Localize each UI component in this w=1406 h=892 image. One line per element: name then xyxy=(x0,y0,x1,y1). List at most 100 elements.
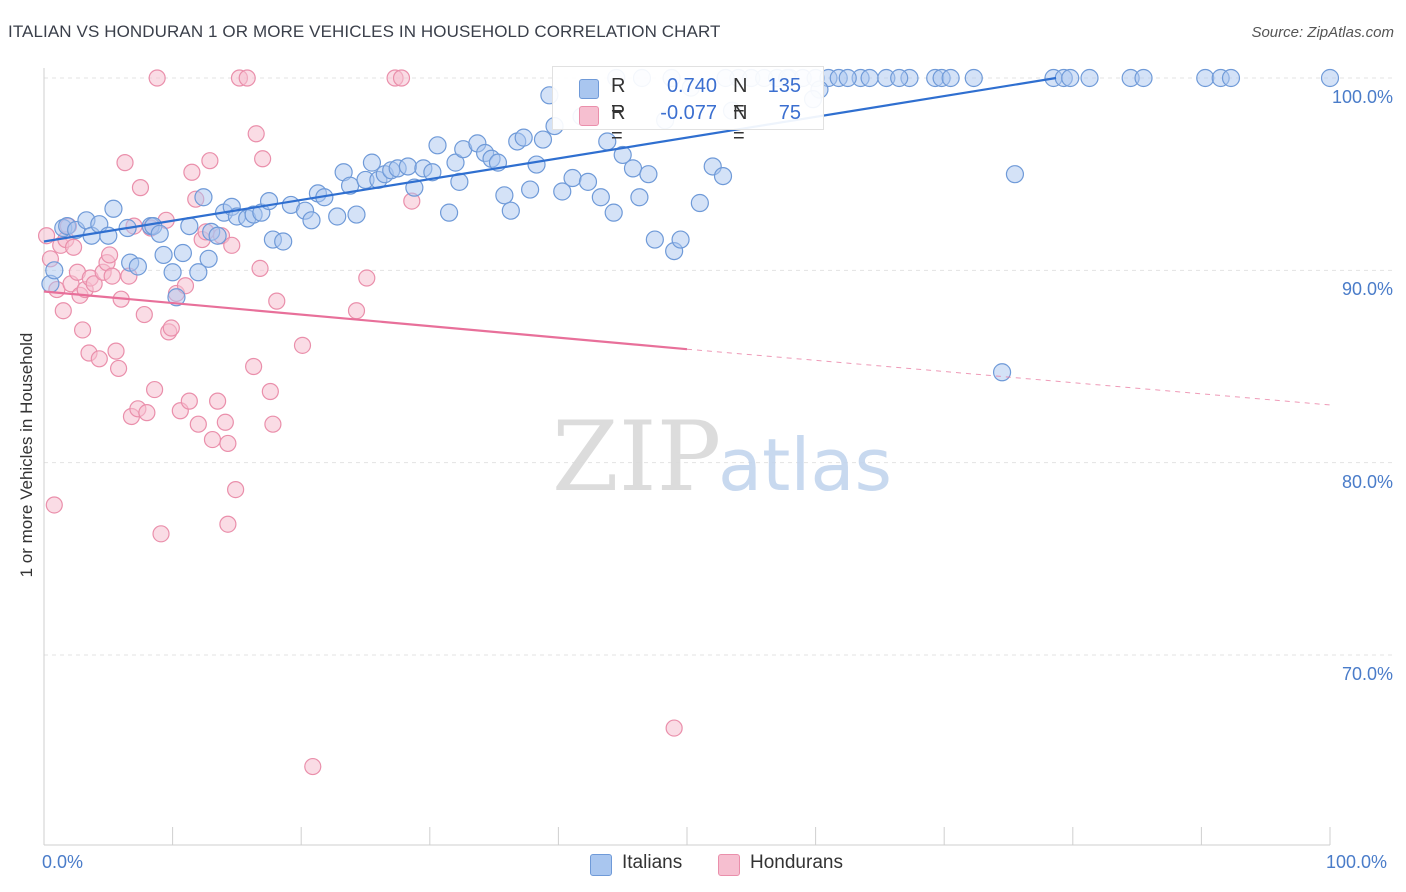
italian-point xyxy=(439,203,459,222)
honduran-point xyxy=(219,515,237,533)
italian-point xyxy=(1134,68,1153,88)
honduran-point xyxy=(268,292,286,310)
italian-point xyxy=(514,128,533,147)
italian-point xyxy=(194,188,213,207)
italian-point xyxy=(623,159,643,178)
italian-point xyxy=(613,145,632,165)
r-label: R = xyxy=(611,102,626,147)
italian-point xyxy=(1320,68,1340,88)
y-tick-label: 70.0% xyxy=(1341,664,1393,684)
honduran-point xyxy=(183,163,201,181)
italian-point xyxy=(173,243,192,263)
honduran-point xyxy=(219,434,237,453)
italian-point xyxy=(199,249,218,268)
honduran-point xyxy=(138,404,156,422)
y-tick-label: 100.0% xyxy=(1331,87,1393,107)
honduran-point xyxy=(203,430,222,449)
italian-point xyxy=(428,136,447,155)
trend-lines xyxy=(43,76,1331,406)
zipatlas-watermark: ZIP atlas xyxy=(552,401,892,513)
italian-point xyxy=(362,153,382,172)
honduran-point xyxy=(145,380,164,399)
honduran-trend-line xyxy=(43,290,688,351)
n-label: N = xyxy=(733,102,748,147)
watermark-atlas: atlas xyxy=(718,423,892,507)
honduran-legend-swatch xyxy=(718,854,740,876)
chart-title: ITALIAN VS HONDURAN 1 OR MORE VEHICLES I… xyxy=(8,22,721,41)
honduran-point xyxy=(54,302,72,320)
italian-point xyxy=(128,257,147,276)
n-label: N = xyxy=(733,75,748,120)
italian-point xyxy=(1221,68,1241,88)
honduran-point xyxy=(209,392,227,410)
honduran-point xyxy=(245,357,263,376)
legend-label: Hondurans xyxy=(750,852,843,873)
italian-point xyxy=(1005,165,1025,184)
italian-point xyxy=(604,203,623,222)
honduran-point xyxy=(107,342,125,360)
italian-point xyxy=(690,193,709,213)
italian-point xyxy=(1196,68,1215,88)
honduran-point xyxy=(90,350,108,368)
italian-point xyxy=(671,230,690,249)
italian-point xyxy=(591,188,610,207)
italian-point xyxy=(189,263,208,282)
honduran-point xyxy=(109,359,128,378)
honduran-point xyxy=(261,382,279,401)
honduran-point xyxy=(45,496,63,514)
italian-trend-line xyxy=(43,76,1057,243)
italian-point xyxy=(563,168,582,188)
honduran-point xyxy=(162,319,180,337)
honduran-swatch xyxy=(579,106,599,126)
honduran-point xyxy=(148,69,166,87)
legend-label: Italians xyxy=(622,852,683,873)
italian-point xyxy=(302,211,321,230)
honduran-point xyxy=(116,154,134,172)
italian-point xyxy=(154,245,173,265)
honduran-point xyxy=(392,69,411,87)
honduran-point xyxy=(152,525,170,543)
italian-point xyxy=(163,263,182,282)
honduran-point xyxy=(304,757,322,776)
italian-point xyxy=(578,172,598,191)
italian-point xyxy=(860,68,879,88)
watermark-zip: ZIP xyxy=(552,401,721,513)
honduran-trend-extension xyxy=(686,348,1331,406)
italian-point xyxy=(495,186,514,205)
italian-point xyxy=(398,157,418,176)
x-tick-label-max: 100.0% xyxy=(1326,852,1388,872)
italian-point xyxy=(328,207,347,226)
italian-point xyxy=(423,163,442,182)
italian-point xyxy=(274,232,293,251)
italian-point xyxy=(180,216,199,236)
italian-point xyxy=(527,155,546,174)
italian-point xyxy=(964,68,983,88)
honduran-point xyxy=(73,321,92,339)
honduran-point xyxy=(227,480,245,499)
honduran-point xyxy=(131,179,150,197)
italian-point xyxy=(630,188,649,207)
honduran-point xyxy=(100,246,119,264)
honduran-point xyxy=(180,392,198,410)
honduran-point xyxy=(135,305,153,324)
italian-point xyxy=(890,68,909,88)
honduran-point xyxy=(665,719,683,737)
honduran-point xyxy=(264,415,282,433)
honduran-point xyxy=(238,69,256,87)
honduran-point xyxy=(251,259,269,278)
honduran-point xyxy=(85,275,103,293)
honduran-point xyxy=(189,415,207,433)
italian-point xyxy=(104,199,123,218)
italian-point xyxy=(150,224,169,243)
italian-point xyxy=(838,68,857,88)
n-value: 75 xyxy=(778,102,801,124)
honduran-point xyxy=(216,413,234,431)
source-credit: Source: ZipAtlas.com xyxy=(1251,24,1394,41)
stats-box: R = 0.740 N = 135 R = -0.077 N = 75 xyxy=(552,66,824,147)
r-label: R = xyxy=(611,75,626,120)
italian-point xyxy=(347,205,366,224)
italian-point xyxy=(208,226,227,245)
italian-point xyxy=(713,166,733,186)
italian-point xyxy=(992,363,1012,382)
